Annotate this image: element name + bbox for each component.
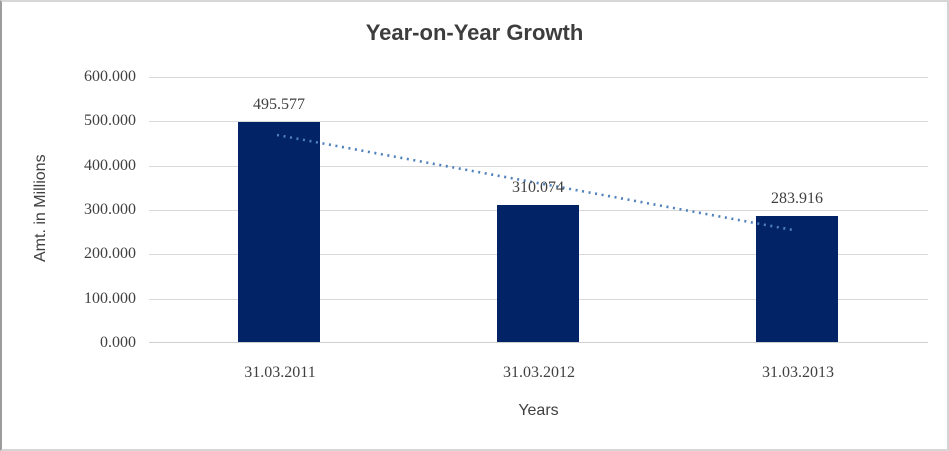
- plot-area[interactable]: 495.577 310.074 283.916: [149, 77, 928, 343]
- y-tick-label: 0.000: [100, 334, 136, 351]
- y-tick-label: 400.000: [84, 157, 136, 174]
- y-tick-label: 300.000: [84, 201, 136, 218]
- bar-2011[interactable]: [238, 122, 320, 342]
- y-tick-label: 200.000: [84, 245, 136, 262]
- gridline: [149, 166, 928, 167]
- data-label-2012: 310.074: [512, 179, 564, 196]
- data-label-2013: 283.916: [771, 190, 823, 207]
- x-axis-line: [149, 342, 928, 343]
- x-tick-label-2011: 31.03.2011: [244, 364, 316, 381]
- x-axis-title: Years: [518, 402, 559, 419]
- trendline[interactable]: [149, 77, 928, 343]
- y-tick-label: 100.000: [84, 290, 136, 307]
- gridline: [149, 77, 928, 78]
- y-tick-label: 500.000: [84, 112, 136, 129]
- bar-2013[interactable]: [756, 216, 838, 342]
- x-tick-label-2012: 31.03.2012: [503, 364, 575, 381]
- data-label-2011: 495.577: [253, 96, 305, 113]
- bar-2012[interactable]: [497, 205, 579, 342]
- gridline: [149, 121, 928, 122]
- y-tick-label: 600.000: [84, 68, 136, 85]
- x-tick-label-2013: 31.03.2013: [762, 364, 834, 381]
- chart-title: Year-on-Year Growth: [365, 20, 584, 45]
